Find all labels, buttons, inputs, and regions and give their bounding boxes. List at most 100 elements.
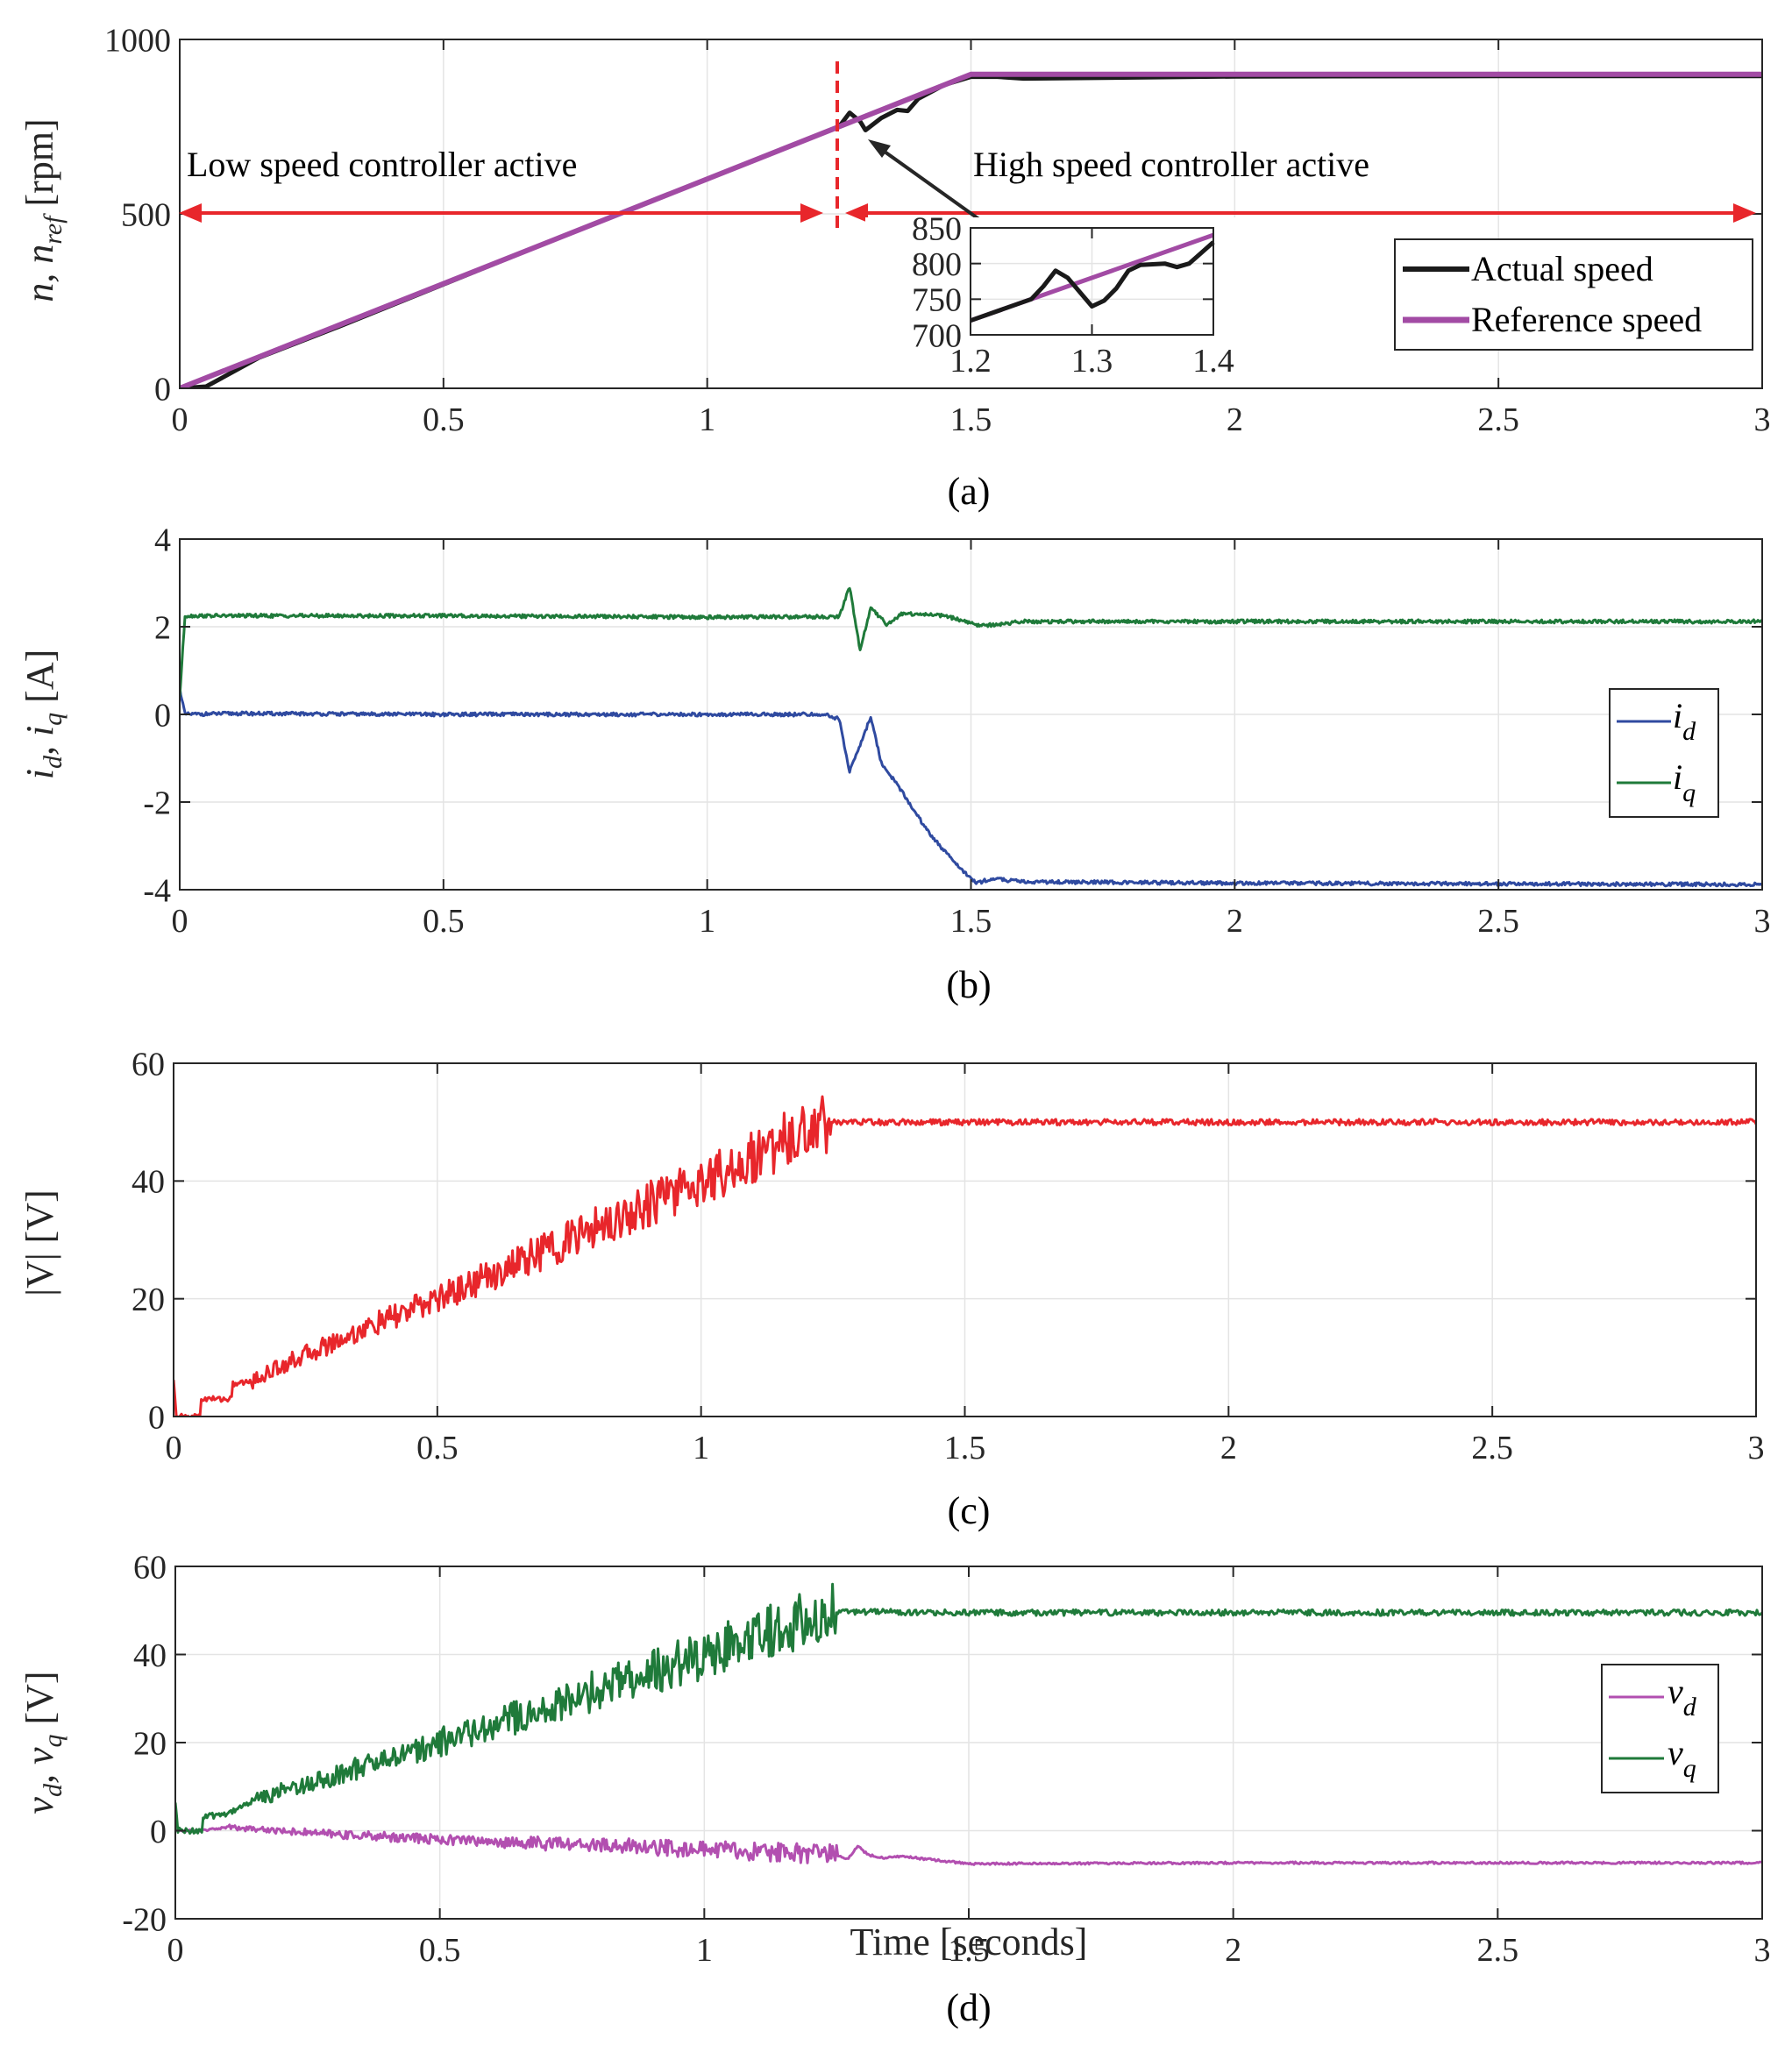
series-line-i-q: [180, 586, 1762, 698]
legend-reference-speed-label: Reference speed: [1471, 300, 1702, 339]
y-tick-label: 0: [150, 1814, 167, 1850]
y-tick-label: 850: [912, 210, 962, 247]
x-tick-label: 1: [693, 1430, 709, 1466]
series-line-reference-speed: [180, 71, 1762, 388]
x-tick-label: 1.3: [1071, 343, 1113, 380]
y-tick-label: 2: [154, 609, 171, 646]
x-tick-label: 3: [1754, 903, 1771, 940]
x-tick-label: 1: [699, 903, 715, 940]
panel-d-legend: vd vq: [1601, 1664, 1719, 1793]
x-tick-label: 3: [1748, 1430, 1765, 1466]
panel-d-x-axis-label: Time [seconds]: [850, 1921, 1088, 1963]
panel-d-frame: [174, 1566, 1763, 1920]
x-tick-label: 1: [699, 401, 715, 438]
x-tick-label: 2.5: [1477, 903, 1519, 940]
panel-d-y-axis-label: vd, vq [V]: [18, 1671, 68, 1814]
panel-c-grid: [173, 1062, 1757, 1417]
inset-frame: [970, 227, 1214, 336]
legend-actual-speed-label: Actual speed: [1471, 249, 1653, 288]
panel-c-ticks: 0 0.5 1 1.5 2 2.5 3 0 20 40 60: [132, 1046, 1765, 1466]
panel-d-series: [175, 1582, 1762, 1866]
panel-a-y-axis-label: n, nref [rpm]: [18, 118, 68, 302]
panel-c-voltage-magnitude-chart: 0 0.5 1 1.5 2 2.5 3 0 20 40 60 |V| [V] (c): [18, 1046, 1765, 1532]
high-speed-range-arrow: [845, 203, 1756, 223]
panel-a-caption: (a): [948, 470, 991, 513]
panel-b-frame: [179, 538, 1763, 891]
x-tick-label: 3: [1754, 401, 1771, 438]
x-tick-label: 2: [1225, 1932, 1241, 1969]
x-tick-label: 2: [1227, 401, 1243, 438]
legend-vq-label: vq: [1668, 1733, 1696, 1783]
panel-a-speed-chart: 0 0.5 1 1.5 2 2.5 3 0 500 1000 n, nref [rpm] Low …: [18, 22, 1771, 513]
y-tick-label: 0: [154, 697, 171, 734]
y-tick-label: 40: [132, 1164, 165, 1201]
y-tick-label: 700: [912, 317, 962, 354]
x-tick-label: 1.5: [950, 401, 992, 438]
panel-b-y-axis-label: id, iq [A]: [18, 650, 68, 780]
panel-d-grid: [174, 1566, 1763, 1920]
x-tick-label: 2: [1220, 1430, 1237, 1466]
legend-vd-label: vd: [1668, 1672, 1697, 1722]
y-tick-label: 20: [133, 1725, 167, 1762]
series-line-v-d: [175, 1823, 1762, 1866]
inset-background: [865, 217, 1257, 387]
y-tick-label: 0: [148, 1399, 165, 1436]
x-tick-label: 2.5: [1477, 401, 1519, 438]
low-speed-range-arrow: [179, 203, 823, 223]
y-tick-label: 60: [133, 1549, 167, 1586]
y-tick-label: 800: [912, 246, 962, 283]
y-tick-label: 40: [133, 1637, 167, 1674]
inset-series: [970, 232, 1215, 323]
y-tick-label: 1000: [104, 22, 171, 59]
y-tick-label: -4: [143, 872, 171, 909]
x-tick-label: 1.4: [1192, 343, 1234, 380]
panel-c-frame: [173, 1062, 1757, 1417]
x-tick-label: 0.5: [423, 903, 465, 940]
x-tick-label: 0: [166, 1430, 182, 1466]
series-line-v-q: [175, 1582, 1762, 1836]
low-speed-annotation: Low speed controller active: [187, 145, 577, 184]
panel-c-series: [174, 1095, 1756, 1417]
x-tick-label: 2.5: [1477, 1932, 1519, 1969]
panel-c-y-axis-label: |V| [V]: [18, 1189, 61, 1296]
y-tick-label: 500: [121, 196, 171, 233]
x-tick-label: 0: [167, 1932, 184, 1969]
panel-b-legend: id iq: [1609, 688, 1719, 818]
y-tick-label: 20: [132, 1282, 165, 1318]
x-tick-label: 0.5: [419, 1932, 461, 1969]
x-tick-label: 0.5: [416, 1430, 459, 1466]
x-tick-label: 0.5: [423, 401, 465, 438]
y-tick-label: 4: [154, 522, 171, 558]
panel-a-frame: [179, 39, 1763, 389]
y-tick-label: 60: [132, 1046, 165, 1083]
legend-iq-label: iq: [1673, 757, 1696, 807]
y-tick-label: 0: [154, 371, 171, 408]
x-tick-label: 2: [1227, 903, 1243, 940]
panel-a-legend: Actual speed Reference speed: [1394, 238, 1753, 351]
series-line--v-: [174, 1095, 1756, 1417]
panel-d-caption: (d): [946, 1986, 991, 2029]
zoom-pointer-arrow: [868, 139, 982, 222]
x-tick-label: 1.5: [948, 1932, 990, 1969]
x-tick-label: 2.5: [1471, 1430, 1513, 1466]
panel-a-series: [180, 71, 1762, 388]
panel-c-caption: (c): [948, 1489, 991, 1532]
panel-a-annotations: Low speed controller active High speed c…: [179, 61, 1756, 232]
x-tick-label: 0: [172, 903, 188, 940]
panel-b-caption: (b): [946, 963, 991, 1006]
x-tick-label: 1.2: [949, 343, 992, 380]
x-tick-label: 1.5: [950, 903, 992, 940]
x-tick-label: 3: [1754, 1932, 1771, 1969]
legend-id-label: id: [1673, 696, 1696, 746]
x-tick-label: 0: [172, 401, 188, 438]
x-tick-label: 1: [696, 1932, 713, 1969]
panel-b-ticks: 0 0.5 1 1.5 2 2.5 3 -4 -2 0 2 4: [143, 522, 1770, 940]
panel-b-current-chart: 0 0.5 1 1.5 2 2.5 3 -4 -2 0 2 4 id, iq [A] id iq (b…: [18, 522, 1771, 1006]
y-tick-label: 750: [912, 282, 962, 319]
y-tick-label: -2: [143, 785, 171, 821]
